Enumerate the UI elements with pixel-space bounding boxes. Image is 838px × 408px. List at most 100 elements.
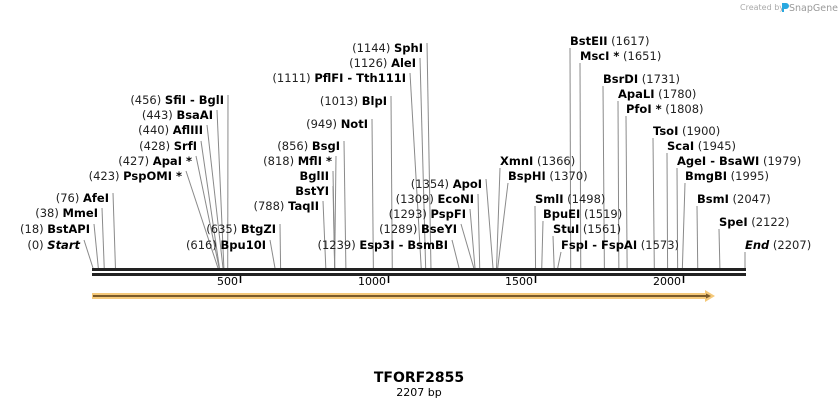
site-enzyme-name: BstEII	[570, 34, 608, 48]
leader-line	[652, 137, 655, 269]
site-enzyme-name: BtgZI	[241, 222, 276, 236]
site-label-pspomi-[interactable]: (423) PspOMI *	[89, 169, 182, 183]
site-label-blpi[interactable]: (1013) BlpI	[320, 94, 387, 108]
leader-line	[696, 205, 699, 269]
site-label-srfi[interactable]: (428) SrfI	[139, 139, 197, 153]
site-label-bsgi[interactable]: (856) BsgI	[277, 139, 340, 153]
site-label-sphi[interactable]: (1144) SphI	[352, 41, 423, 55]
leader-line	[451, 239, 460, 269]
leader-line	[460, 223, 475, 269]
leader-line	[185, 170, 219, 269]
site-position: (428)	[139, 139, 174, 153]
site-label-btgzi[interactable]: (635) BtgZI	[206, 222, 276, 236]
site-label-alei[interactable]: (1126) AleI	[349, 56, 416, 70]
site-enzyme-name: BseYI	[421, 222, 457, 236]
site-position: (818)	[263, 154, 298, 168]
site-label-end[interactable]: End (2207)	[745, 238, 811, 252]
site-label-msci-[interactable]: MscI * (1651)	[580, 49, 661, 63]
site-label-stui[interactable]: StuI (1561)	[553, 222, 621, 236]
leader-line	[579, 62, 582, 269]
site-position: (2047)	[729, 192, 771, 206]
site-label-bglii[interactable]: BglII	[300, 169, 330, 183]
site-label-bseyi[interactable]: (1289) BseYI	[379, 222, 457, 236]
tick-2000: 2000	[653, 275, 685, 288]
site-position: (38)	[35, 206, 62, 220]
site-enzyme-name: StuI	[553, 222, 579, 236]
site-label-scai[interactable]: ScaI (1945)	[667, 139, 736, 153]
site-enzyme-name: BsmI	[697, 192, 729, 206]
site-position: (1945)	[694, 139, 736, 153]
site-position: (1573)	[637, 238, 679, 252]
site-enzyme-name: TaqII	[288, 199, 319, 213]
leader-line	[497, 182, 509, 269]
leader-line	[541, 220, 544, 269]
site-label-apai-[interactable]: (427) ApaI *	[118, 154, 192, 168]
leader-line	[419, 57, 427, 269]
site-enzyme-name: XmnI	[500, 154, 533, 168]
site-position: (76)	[56, 191, 83, 205]
site-position: (18)	[20, 222, 47, 236]
site-position: (1651)	[619, 49, 661, 63]
site-position: (1013)	[320, 94, 362, 108]
leader-line	[200, 140, 220, 269]
site-enzyme-name: AleI	[391, 56, 416, 70]
leader-line	[101, 207, 105, 269]
tick-1000: 1000	[358, 275, 390, 288]
site-label-esp3i-bsmbi[interactable]: (1239) Esp3I - BsmBI	[317, 238, 448, 252]
site-label-bsrdi[interactable]: BsrDI (1731)	[603, 72, 680, 86]
site-label-mmei[interactable]: (38) MmeI	[35, 206, 98, 220]
leader-line	[552, 235, 555, 269]
site-label-econi[interactable]: (1309) EcoNI	[396, 192, 474, 206]
site-label-smli[interactable]: SmlI (1498)	[535, 192, 605, 206]
site-label-afliii[interactable]: (440) AflIII	[138, 123, 203, 137]
leader-line	[195, 155, 220, 269]
site-label-bstyi[interactable]: BstYI	[295, 184, 329, 198]
site-enzyme-name: Bpu10I	[221, 238, 266, 252]
site-enzyme-name: Esp3I - BsmBI	[359, 238, 448, 252]
site-label-pfoi-[interactable]: PfoI * (1808)	[626, 102, 704, 116]
site-position: (1808)	[662, 102, 704, 116]
site-label-bsaai[interactable]: (443) BsaAI	[142, 108, 213, 122]
site-label-pspfi[interactable]: (1293) PspFI	[389, 207, 466, 221]
axis-ticks: 500 1000 1500 2000	[217, 275, 685, 288]
site-label-bmgbi[interactable]: BmgBI (1995)	[685, 169, 769, 183]
leader-line	[666, 152, 669, 269]
site-label-bsphi[interactable]: BspHI (1370)	[508, 169, 588, 183]
site-label-tsoi[interactable]: TsoI (1900)	[653, 124, 720, 138]
leader-line	[322, 200, 327, 269]
site-enzyme-name: BsaAI	[176, 108, 213, 122]
site-label-xmni[interactable]: XmnI (1366)	[500, 154, 575, 168]
leader-line	[371, 118, 374, 269]
site-label-agei-bsawi[interactable]: AgeI - BsaWI (1979)	[677, 154, 801, 168]
leader-line	[485, 178, 494, 269]
site-label-fspi-fspai[interactable]: FspI - FspAI (1573)	[561, 238, 679, 252]
site-label-spei[interactable]: SpeI (2122)	[719, 215, 790, 229]
site-enzyme-name: ApaI *	[153, 154, 192, 168]
site-enzyme-name: BstYI	[295, 184, 329, 198]
site-label-bpu10i[interactable]: (616) Bpu10I	[186, 238, 266, 252]
site-position: (2207)	[769, 238, 811, 252]
site-label-bstapi[interactable]: (18) BstAPI	[20, 222, 90, 236]
leader-line	[390, 95, 393, 269]
site-enzyme-name: SmlI	[535, 192, 564, 206]
site-position: (788)	[253, 199, 288, 213]
leader-line	[112, 192, 116, 269]
site-label-apoi[interactable]: (1354) ApoI	[411, 177, 482, 191]
site-enzyme-name: PfoI *	[626, 102, 662, 116]
site-label-noti[interactable]: (949) NotI	[306, 117, 368, 131]
site-label-sfii-bgli[interactable]: (456) SfiI - BglI	[130, 93, 224, 107]
site-label-afei[interactable]: (76) AfeI	[56, 191, 109, 205]
site-label-apali[interactable]: ApaLI (1780)	[618, 87, 696, 101]
site-label-bpuei[interactable]: BpuEI (1519)	[543, 207, 622, 221]
site-label-taqii[interactable]: (788) TaqII	[253, 199, 319, 213]
site-label-bsmi[interactable]: BsmI (2047)	[697, 192, 771, 206]
site-position: (456)	[130, 93, 165, 107]
site-label-pflfi-tth111i[interactable]: (1111) PflFI - Tth111I	[272, 71, 406, 85]
site-label-bsteii[interactable]: BstEII (1617)	[570, 34, 649, 48]
site-label-start[interactable]: (0) Start	[27, 238, 80, 252]
leader-line	[334, 155, 337, 269]
site-enzyme-name: MmeI	[62, 206, 98, 220]
orf-feature-arrow[interactable]	[92, 290, 715, 302]
site-position: (1354)	[411, 177, 453, 191]
site-label-mfli-[interactable]: (818) MflI *	[263, 154, 332, 168]
